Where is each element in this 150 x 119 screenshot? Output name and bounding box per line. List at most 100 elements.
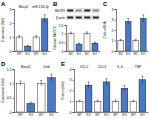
- error-bar: [141, 76, 143, 84]
- group-label: Mecp2: [21, 65, 31, 69]
- panel-letter: C: [103, 1, 108, 7]
- x-tick: WT: [113, 112, 118, 117]
- x-tick: KO: [43, 51, 48, 56]
- tick-label: 0.5: [7, 96, 12, 100]
- x-tick: NC: [85, 51, 90, 56]
- x-axis: WTKOWTKO: [15, 112, 59, 117]
- tick-label: WT: [95, 113, 100, 117]
- tick-label: 3: [10, 8, 12, 12]
- tick-label: 1.5: [59, 24, 64, 28]
- tick-mark: [115, 20, 117, 21]
- panel: E01234WTKOWTKOWTKOWTKOProtein (fold)CCL2…: [61, 61, 149, 117]
- y-tick: 2: [10, 22, 14, 26]
- y-tick: 1: [10, 82, 14, 86]
- error-bar: [94, 42, 96, 44]
- blot-strip: [66, 8, 100, 13]
- tick-mark: [13, 69, 15, 70]
- y-tick: 1.5: [59, 24, 66, 28]
- bar: [37, 83, 45, 112]
- tick-label: KO: [86, 113, 91, 117]
- blot-band: [93, 17, 99, 19]
- x-tick: KO: [49, 112, 54, 117]
- tick-label: 0: [70, 111, 72, 115]
- tick-label: KO: [104, 113, 109, 117]
- bar: [130, 101, 137, 112]
- error-bar: [86, 32, 88, 35]
- panel-letter: B: [53, 1, 58, 7]
- error-bar: [19, 81, 21, 86]
- bar: [42, 19, 48, 51]
- blot-label: MeCP2: [55, 9, 65, 13]
- error-bar: [70, 32, 72, 35]
- x-tick: WT: [131, 112, 136, 117]
- tick-label: WT: [39, 113, 44, 117]
- tick-label: KO: [122, 113, 127, 117]
- y-axis: 01234: [70, 68, 75, 115]
- tick-label: WT: [17, 52, 22, 56]
- y-tick: 1: [112, 39, 116, 43]
- y-label: Expression (fold): [1, 18, 5, 42]
- bar: [68, 34, 74, 51]
- plot-area: [76, 76, 146, 112]
- x-axis: WTKOWTKO: [15, 51, 51, 56]
- tick-label: 3: [112, 18, 114, 22]
- tick-label: WT: [113, 113, 118, 117]
- error-bar: [44, 15, 46, 23]
- y-axis: 00.511.5: [7, 68, 15, 115]
- y-tick: 0: [10, 50, 14, 54]
- plot-area: [68, 32, 98, 51]
- tick-mark: [73, 69, 75, 70]
- x-tick: WT: [17, 51, 22, 56]
- tick-mark: [73, 112, 75, 113]
- tick-label: KO: [26, 52, 31, 56]
- plot-area: [118, 15, 146, 51]
- x-axis: NCKONCKO: [117, 51, 149, 56]
- tick-mark: [13, 23, 15, 24]
- tick-label: 0: [112, 50, 114, 54]
- y-axis-line: [65, 26, 67, 52]
- plot-area: [17, 74, 56, 112]
- x-tick: KO: [141, 51, 146, 56]
- error-bar: [132, 100, 134, 102]
- panel: D00.511.5WTKOWTKOExpression (fold)Mecp2C…: [1, 61, 59, 117]
- y-tick: 0.5: [59, 41, 66, 45]
- x-axis: WTKOWTKOWTKOWTKO: [75, 112, 149, 117]
- error-bar: [51, 74, 53, 81]
- y-tick: 0: [112, 50, 116, 54]
- x-tick: KO: [77, 51, 82, 56]
- tick-label: 3: [70, 78, 72, 82]
- y-label: Protein (fold): [61, 81, 65, 99]
- x-tick: NC: [119, 51, 124, 56]
- x-tick: WT: [34, 51, 39, 56]
- tick-label: KO: [141, 52, 146, 56]
- blot-band: [76, 10, 82, 12]
- tick-label: 1: [10, 36, 12, 40]
- y-axis-line: [13, 10, 15, 52]
- tick-label: 1: [62, 32, 64, 36]
- bar: [76, 101, 83, 112]
- blot-band: [84, 17, 90, 19]
- tick-label: WT: [77, 113, 82, 117]
- y-label: Creb mRNA: [103, 21, 107, 39]
- error-bar: [106, 79, 108, 85]
- tick-label: KO: [77, 52, 82, 56]
- figure: A0123WTKOWTKOExpression (fold)Mecp2miR-1…: [0, 0, 150, 119]
- blot-band: [67, 17, 73, 19]
- blot-band: [67, 10, 73, 12]
- y-axis-line: [115, 10, 117, 52]
- tick-label: WT: [131, 113, 136, 117]
- tick-mark: [115, 9, 117, 10]
- panel-letter: E: [61, 61, 65, 67]
- bar: [133, 41, 139, 52]
- x-tick: KO: [126, 51, 131, 56]
- y-tick: 3: [112, 18, 116, 22]
- tick-label: KO: [93, 52, 98, 56]
- tick-mark: [13, 98, 15, 99]
- bar: [25, 46, 31, 51]
- tick-mark: [13, 51, 15, 52]
- y-tick: 0: [10, 111, 14, 115]
- x-tick: WT: [77, 112, 82, 117]
- tick-mark: [115, 41, 117, 42]
- error-bar: [120, 39, 122, 41]
- tick-label: NC: [119, 52, 124, 56]
